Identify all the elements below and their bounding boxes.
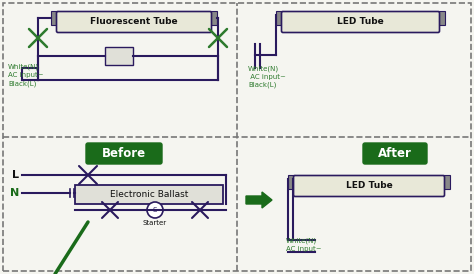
Bar <box>288 175 295 189</box>
Text: Electronic Ballast: Electronic Ballast <box>110 190 188 199</box>
Bar <box>438 11 445 25</box>
Bar <box>443 175 450 189</box>
Bar <box>276 11 283 25</box>
Text: White(N)
 AC input~
Black(L): White(N) AC input~ Black(L) <box>248 65 286 88</box>
Circle shape <box>147 202 163 218</box>
FancyBboxPatch shape <box>282 12 439 33</box>
Text: Before: Before <box>102 147 146 160</box>
FancyBboxPatch shape <box>56 12 211 33</box>
Text: L: L <box>12 170 19 180</box>
Text: N: N <box>10 188 19 198</box>
Text: White(N)
AC input~: White(N) AC input~ <box>286 238 322 253</box>
Text: Starter: Starter <box>143 220 167 226</box>
Bar <box>51 11 58 25</box>
Text: Fluorescent Tube: Fluorescent Tube <box>90 18 178 27</box>
Text: After: After <box>378 147 412 160</box>
Text: LED Tube: LED Tube <box>337 18 384 27</box>
FancyBboxPatch shape <box>363 143 427 164</box>
FancyBboxPatch shape <box>86 143 162 164</box>
Polygon shape <box>246 192 272 208</box>
Bar <box>75 185 223 204</box>
Text: S: S <box>153 207 157 213</box>
Text: White(N)
AC input~
Black(L): White(N) AC input~ Black(L) <box>8 64 44 87</box>
Bar <box>105 47 133 65</box>
Text: LED Tube: LED Tube <box>346 181 392 190</box>
Bar <box>210 11 217 25</box>
FancyBboxPatch shape <box>293 176 445 196</box>
